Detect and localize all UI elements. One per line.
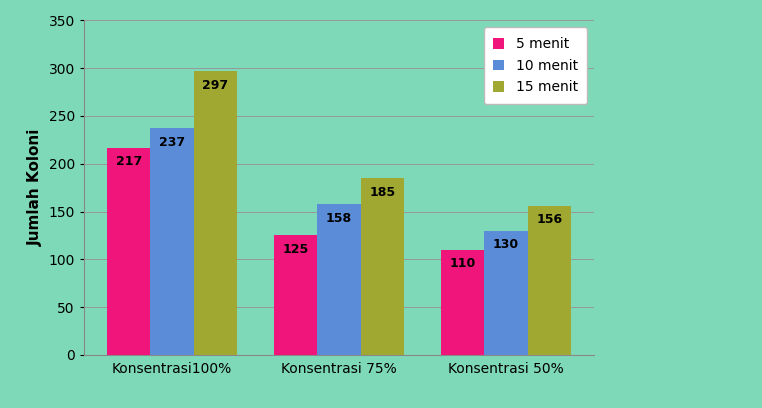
Text: 125: 125 [283, 243, 309, 256]
Text: 297: 297 [203, 79, 229, 92]
Y-axis label: Jumlah Koloni: Jumlah Koloni [28, 129, 43, 246]
Legend: 5 menit, 10 menit, 15 menit: 5 menit, 10 menit, 15 menit [484, 27, 588, 104]
Text: 185: 185 [370, 186, 395, 199]
Bar [360, 178, 404, 355]
Text: 130: 130 [493, 238, 519, 251]
Text: 158: 158 [326, 212, 352, 224]
Bar [485, 231, 528, 355]
Bar [441, 250, 485, 355]
Text: 156: 156 [536, 213, 562, 226]
Bar [194, 71, 237, 355]
Text: 237: 237 [159, 136, 185, 149]
Bar [318, 204, 360, 355]
Bar [528, 206, 572, 355]
Text: 217: 217 [116, 155, 142, 168]
Bar [274, 235, 318, 355]
Text: 110: 110 [450, 257, 475, 271]
Bar [107, 148, 150, 355]
Bar [150, 129, 194, 355]
